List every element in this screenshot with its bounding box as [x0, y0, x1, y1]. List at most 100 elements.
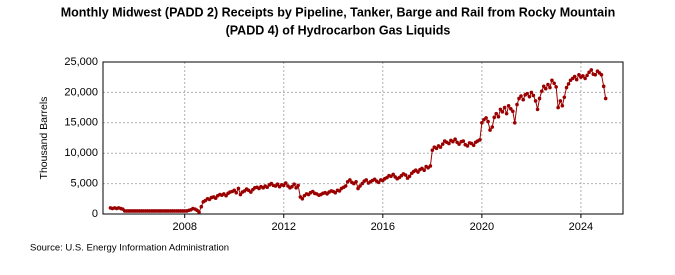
data-point: [290, 184, 294, 189]
data-point: [407, 174, 412, 179]
data-point: [519, 94, 523, 98]
data-point: [601, 84, 606, 89]
data-point: [451, 139, 455, 144]
data-point: [249, 190, 253, 194]
data-point: [224, 193, 228, 198]
data-point: [564, 85, 569, 90]
data-point: [354, 179, 358, 184]
data-point: [364, 178, 369, 182]
data-point: [391, 172, 396, 177]
data-point: [440, 142, 445, 146]
data-point: [486, 119, 490, 124]
data-point: [416, 170, 420, 174]
source-note: Source: U.S. Energy Information Administ…: [30, 243, 229, 254]
x-tick-label: 2016: [371, 221, 395, 233]
x-tick-label: 2020: [470, 221, 494, 233]
data-point: [560, 103, 565, 108]
data-point: [238, 192, 243, 197]
data-point: [515, 102, 519, 107]
data-point: [430, 148, 435, 152]
data-point: [494, 111, 499, 116]
data-point: [552, 81, 556, 86]
data-point: [453, 137, 457, 142]
y-tick-label: 10,000: [64, 147, 98, 159]
data-point: [535, 107, 540, 112]
data-point: [572, 74, 577, 79]
data-point: [537, 96, 542, 101]
data-point: [506, 103, 511, 108]
data-point: [337, 189, 342, 193]
y-tick-label: 20,000: [64, 86, 98, 98]
data-point: [548, 85, 552, 90]
data-point: [234, 190, 239, 195]
y-axis-label: Thousand Barrels: [38, 97, 50, 180]
data-point: [465, 144, 470, 148]
data-point: [512, 121, 517, 125]
data-point: [484, 116, 488, 120]
data-point: [496, 114, 501, 119]
data-point: [283, 181, 288, 185]
data-point: [333, 190, 338, 195]
data-point: [292, 182, 296, 187]
y-tick-label: 25,000: [64, 56, 98, 68]
data-point: [498, 107, 503, 112]
data-point: [581, 74, 585, 78]
data-point: [360, 181, 365, 186]
data-point: [558, 99, 563, 103]
x-tick-label: 2008: [172, 221, 196, 233]
data-point: [447, 141, 451, 146]
data-point: [546, 82, 550, 87]
data-point: [539, 89, 544, 93]
data-point: [589, 68, 594, 72]
data-point: [527, 94, 532, 99]
data-point: [428, 164, 433, 168]
data-point: [232, 188, 237, 193]
data-point: [265, 185, 269, 190]
data-point: [403, 173, 408, 177]
data-point: [583, 76, 587, 81]
chart-title: Monthly Midwest (PADD 2) Receipts by Pip…: [61, 5, 616, 19]
data-point: [358, 184, 362, 188]
data-point: [529, 90, 534, 95]
data-point: [457, 142, 461, 146]
data-point: [517, 96, 521, 101]
y-tick-label: 5,000: [70, 178, 98, 190]
y-tick-label: 0: [92, 208, 98, 220]
data-point: [480, 121, 484, 125]
data-point: [511, 109, 515, 114]
data-point: [376, 180, 381, 185]
data-point: [356, 186, 360, 191]
data-point: [509, 107, 513, 111]
data-point: [348, 178, 352, 182]
data-point: [438, 145, 443, 149]
data-point: [422, 168, 426, 173]
data-point: [525, 91, 529, 96]
data-point: [434, 146, 439, 151]
data-point: [556, 105, 560, 110]
data-point: [566, 82, 571, 86]
data-point: [603, 96, 608, 101]
x-tick-label: 2024: [569, 221, 593, 233]
data-point: [294, 186, 298, 190]
data-point: [478, 138, 482, 142]
data-point: [533, 99, 538, 103]
data-point: [541, 84, 546, 89]
data-point: [275, 182, 280, 187]
data-point: [471, 143, 476, 148]
data-point: [543, 86, 548, 91]
data-point: [502, 105, 507, 110]
data-point: [504, 111, 509, 116]
data-point: [599, 72, 604, 77]
data-point: [300, 197, 305, 201]
data-point: [531, 93, 536, 98]
data-point: [577, 72, 581, 77]
data-point: [550, 78, 554, 83]
plot-frame: [102, 61, 624, 215]
data-point: [488, 128, 492, 132]
data-point: [500, 110, 505, 114]
data-point: [461, 139, 466, 143]
data-point: [587, 70, 591, 75]
data-point: [574, 77, 579, 82]
data-point: [281, 183, 286, 188]
